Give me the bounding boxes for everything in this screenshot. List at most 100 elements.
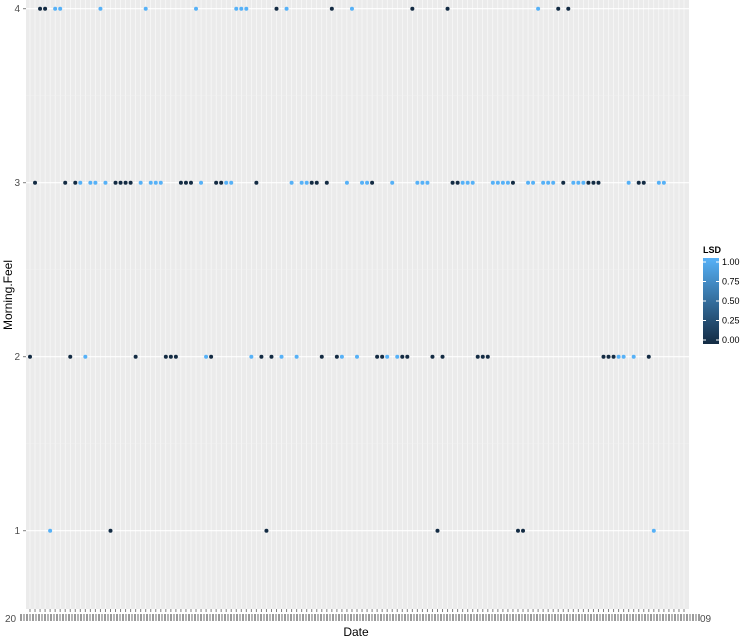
- data-point: [445, 6, 450, 11]
- data-point: [163, 354, 168, 359]
- x-tick-label-glyphs: [578, 614, 580, 621]
- x-tick-label-glyphs: [644, 614, 646, 621]
- x-tick-label-glyphs: [227, 614, 229, 621]
- data-point: [370, 180, 375, 185]
- x-tick-label-glyphs: [167, 614, 169, 621]
- data-point: [299, 180, 304, 185]
- data-point: [254, 180, 259, 185]
- data-point: [425, 180, 430, 185]
- x-tick-label-glyphs: [677, 614, 679, 621]
- data-point: [294, 354, 299, 359]
- data-point: [43, 6, 48, 11]
- x-tick-label-glyphs: [581, 614, 583, 621]
- x-tick-label-glyphs: [86, 614, 88, 621]
- x-tick-label-glyphs: [56, 614, 58, 621]
- data-point: [78, 180, 83, 185]
- data-point: [435, 528, 440, 533]
- data-point: [329, 6, 334, 11]
- x-tick-label-glyphs: [71, 614, 73, 621]
- data-point: [410, 6, 415, 11]
- data-point: [420, 180, 425, 185]
- x-tick-label-glyphs: [467, 614, 469, 621]
- x-tick-label-glyphs: [104, 614, 106, 621]
- x-tick-label-glyphs: [419, 614, 421, 621]
- x-tick-label-glyphs: [137, 614, 139, 621]
- data-point: [380, 354, 385, 359]
- data-point: [48, 528, 53, 533]
- x-tick-label-glyphs: [350, 614, 352, 621]
- x-tick-label-glyphs: [452, 614, 454, 621]
- data-point: [656, 180, 661, 185]
- x-tick-label-glyphs: [653, 614, 655, 621]
- data-point: [103, 180, 108, 185]
- x-tick-label-glyphs: [125, 614, 127, 621]
- data-point: [601, 354, 606, 359]
- x-tick-label-glyphs: [179, 614, 181, 621]
- data-point: [284, 6, 289, 11]
- x-gridlines: [29, 0, 685, 609]
- data-point: [365, 180, 370, 185]
- data-point: [430, 354, 435, 359]
- x-tick-label-glyphs: [527, 614, 529, 621]
- x-tick-label-last: 09: [700, 614, 712, 625]
- y-tick-label: 4: [14, 4, 20, 15]
- data-point: [621, 354, 626, 359]
- x-tick-label-glyphs: [101, 614, 103, 621]
- x-tick-label-glyphs: [362, 614, 364, 621]
- data-point: [375, 354, 380, 359]
- data-point: [269, 354, 274, 359]
- data-point: [274, 6, 279, 11]
- data-point: [385, 354, 390, 359]
- data-point: [480, 354, 485, 359]
- x-tick-label-glyphs: [107, 614, 109, 621]
- data-point: [651, 528, 656, 533]
- data-point: [319, 354, 324, 359]
- x-tick-label-glyphs: [92, 614, 94, 621]
- x-tick-label-glyphs: [641, 614, 643, 621]
- x-tick-label-glyphs: [629, 614, 631, 621]
- x-tick-label-glyphs: [536, 614, 538, 621]
- data-point: [646, 354, 651, 359]
- data-point: [88, 180, 93, 185]
- x-tick-label-glyphs: [449, 614, 451, 621]
- x-tick-label-glyphs: [617, 614, 619, 621]
- data-point: [148, 180, 153, 185]
- x-axis-title: Date: [343, 625, 369, 639]
- x-tick-label-glyphs: [236, 614, 238, 621]
- data-point: [349, 6, 354, 11]
- x-tick-label-glyphs: [626, 614, 628, 621]
- data-point: [143, 6, 148, 11]
- x-tick-label-glyphs: [323, 614, 325, 621]
- data-point: [259, 354, 264, 359]
- x-tick-label-glyphs: [212, 614, 214, 621]
- legend-tick-label: 0.00: [722, 335, 740, 345]
- x-tick-label-glyphs: [509, 614, 511, 621]
- x-tick-label-glyphs: [674, 614, 676, 621]
- data-point: [541, 180, 546, 185]
- x-tick-label-glyphs: [443, 614, 445, 621]
- x-tick-label-glyphs: [662, 614, 664, 621]
- data-point: [128, 180, 133, 185]
- y-tick-label: 2: [14, 352, 20, 363]
- legend-tick-label: 0.50: [722, 296, 740, 306]
- x-tick-label-glyphs: [665, 614, 667, 621]
- x-tick-label-glyphs: [326, 614, 328, 621]
- legend-tick-label: 0.25: [722, 316, 740, 326]
- x-tick-label-glyphs: [506, 614, 508, 621]
- data-point: [229, 180, 234, 185]
- x-tick-label-glyphs: [671, 614, 673, 621]
- x-tick-label-glyphs: [638, 614, 640, 621]
- x-tick-label-glyphs: [470, 614, 472, 621]
- x-tick-label-glyphs: [299, 614, 301, 621]
- data-point: [334, 354, 339, 359]
- x-tick-label-glyphs: [410, 614, 412, 621]
- x-tick-label-glyphs: [251, 614, 253, 621]
- x-tick-label-glyphs: [455, 614, 457, 621]
- x-tick-label-glyphs: [152, 614, 154, 621]
- data-point: [234, 6, 239, 11]
- x-tick-label-glyphs: [458, 614, 460, 621]
- x-tick-label-glyphs: [614, 614, 616, 621]
- x-tick-label-glyphs: [446, 614, 448, 621]
- data-point: [344, 180, 349, 185]
- x-tick-label-glyphs: [194, 614, 196, 621]
